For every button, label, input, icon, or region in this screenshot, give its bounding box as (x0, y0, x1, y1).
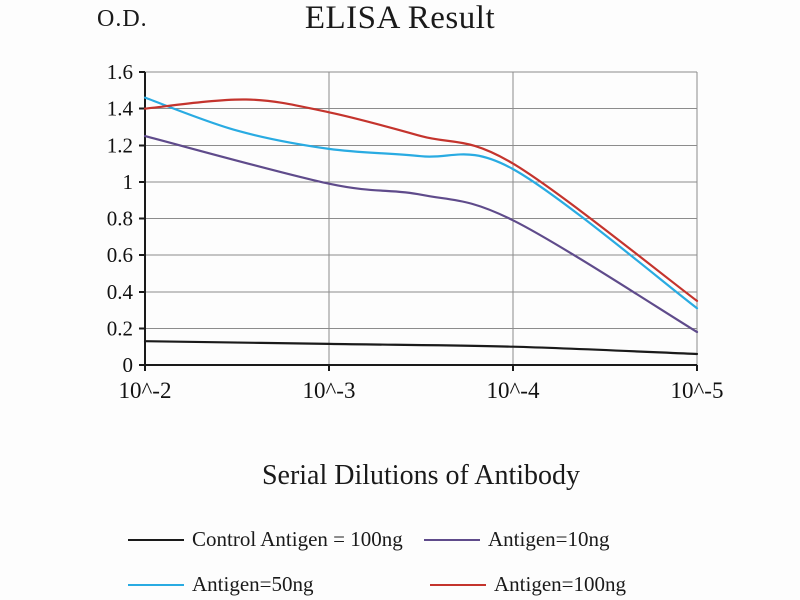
x-axis-title: Serial Dilutions of Antibody (261, 460, 581, 491)
legend-label: Control Antigen = 100ng (192, 527, 403, 551)
y-tick-label: 0.2 (107, 316, 133, 340)
y-tick-label: 0.4 (107, 280, 134, 304)
legend-line-swatch-black (128, 538, 184, 541)
legend-item-antigen-100ng: Antigen=100ng (430, 572, 626, 597)
y-tick-label: 1.4 (107, 97, 134, 121)
y-tick-label: 0 (123, 353, 134, 377)
x-tick-label: 10^-3 (303, 378, 356, 403)
legend-item-control-antigen-100ng: Control Antigen = 100ng (128, 527, 403, 552)
y-tick-label: 1.6 (107, 60, 133, 84)
legend-line-swatch-purple (424, 538, 480, 541)
series-line-3 (143, 98, 699, 302)
legend-line-swatch-red (430, 583, 486, 586)
series-line-2 (143, 96, 699, 310)
y-tick-label: 1.2 (107, 133, 133, 157)
y-tick-label: 0.8 (107, 207, 133, 231)
legend-label: Antigen=100ng (494, 572, 626, 596)
x-tick-label: 10^-2 (119, 378, 172, 403)
x-tick-label: 10^-4 (487, 378, 540, 403)
legend-line-swatch-cyan (128, 583, 184, 586)
y-tick-label: 0.6 (107, 243, 133, 267)
y-axis-title: O.D. (97, 6, 148, 32)
series-line-1 (143, 134, 699, 334)
legend-label: Antigen=10ng (488, 527, 610, 551)
series-line-0 (143, 340, 699, 356)
chart-title: ELISA Result (304, 0, 496, 36)
x-tick-label: 10^-5 (671, 378, 724, 403)
legend-item-antigen-10ng: Antigen=10ng (424, 527, 610, 552)
legend-label: Antigen=50ng (192, 572, 314, 596)
y-tick-label: 1 (123, 170, 134, 194)
legend-item-antigen-50ng: Antigen=50ng (128, 572, 314, 597)
